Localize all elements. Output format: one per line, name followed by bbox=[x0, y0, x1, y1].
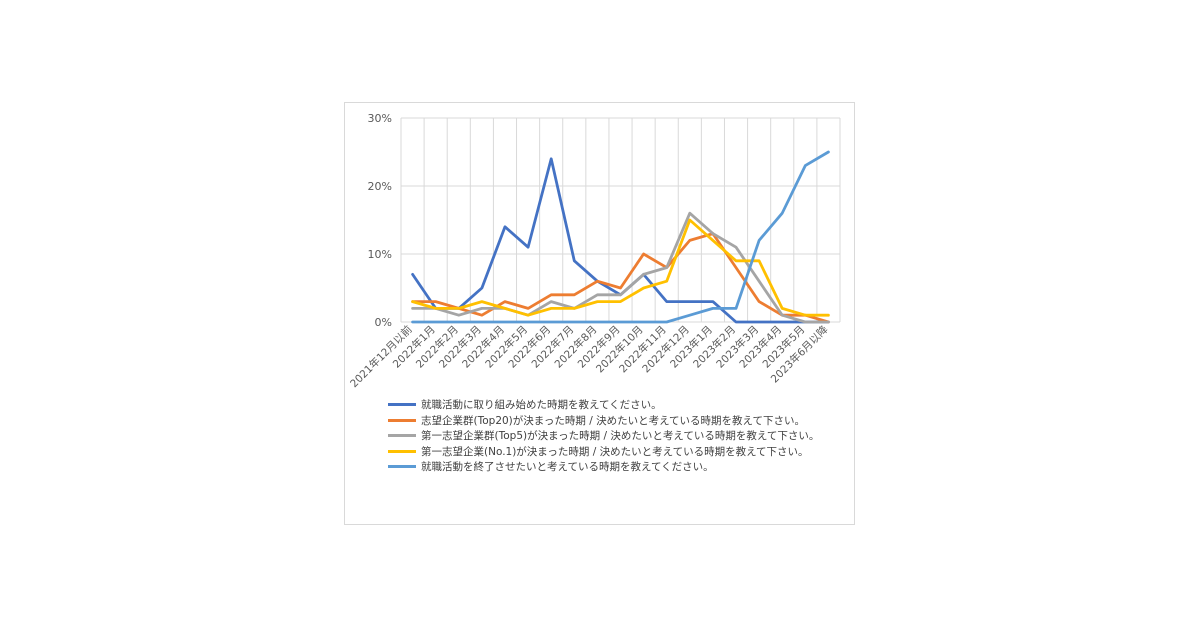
chart-legend: 就職活動に取り組み始めた時期を教えてください。志望企業群(Top20)が決まった… bbox=[388, 397, 819, 475]
y-tick-label: 0% bbox=[375, 316, 392, 329]
legend-swatch bbox=[388, 449, 416, 453]
legend-swatch bbox=[388, 434, 416, 438]
y-tick-label: 20% bbox=[368, 180, 392, 193]
legend-item: 志望企業群(Top20)が決まった時期 / 決めたいと考えている時期を教えて下さ… bbox=[388, 413, 819, 429]
series-line bbox=[411, 211, 830, 324]
series-line bbox=[411, 150, 830, 324]
legend-label: 就職活動に取り組み始めた時期を教えてください。 bbox=[421, 399, 662, 412]
legend-swatch bbox=[388, 465, 416, 469]
legend-label: 第一志望企業(No.1)が決まった時期 / 決めたいと考えている時期を教えて下さ… bbox=[421, 445, 809, 458]
series-line bbox=[411, 218, 830, 317]
legend-label: 就職活動を終了させたいと考えている時期を教えてください。 bbox=[421, 461, 714, 474]
legend-item: 第一志望企業群(Top5)が決まった時期 / 決めたいと考えている時期を教えて下… bbox=[388, 428, 819, 444]
legend-item: 就職活動に取り組み始めた時期を教えてください。 bbox=[388, 397, 819, 413]
series-line bbox=[411, 232, 830, 324]
y-tick-label: 30% bbox=[368, 112, 392, 125]
legend-item: 第一志望企業(No.1)が決まった時期 / 決めたいと考えている時期を教えて下さ… bbox=[388, 444, 819, 460]
series-line bbox=[411, 157, 830, 324]
legend-label: 第一志望企業群(Top5)が決まった時期 / 決めたいと考えている時期を教えて下… bbox=[421, 430, 820, 443]
chart-frame bbox=[344, 102, 855, 525]
legend-swatch bbox=[388, 403, 416, 407]
legend-label: 志望企業群(Top20)が決まった時期 / 決めたいと考えている時期を教えて下さ… bbox=[421, 414, 806, 427]
y-tick-label: 10% bbox=[368, 248, 392, 261]
legend-swatch bbox=[388, 418, 416, 422]
legend-item: 就職活動を終了させたいと考えている時期を教えてください。 bbox=[388, 459, 819, 475]
